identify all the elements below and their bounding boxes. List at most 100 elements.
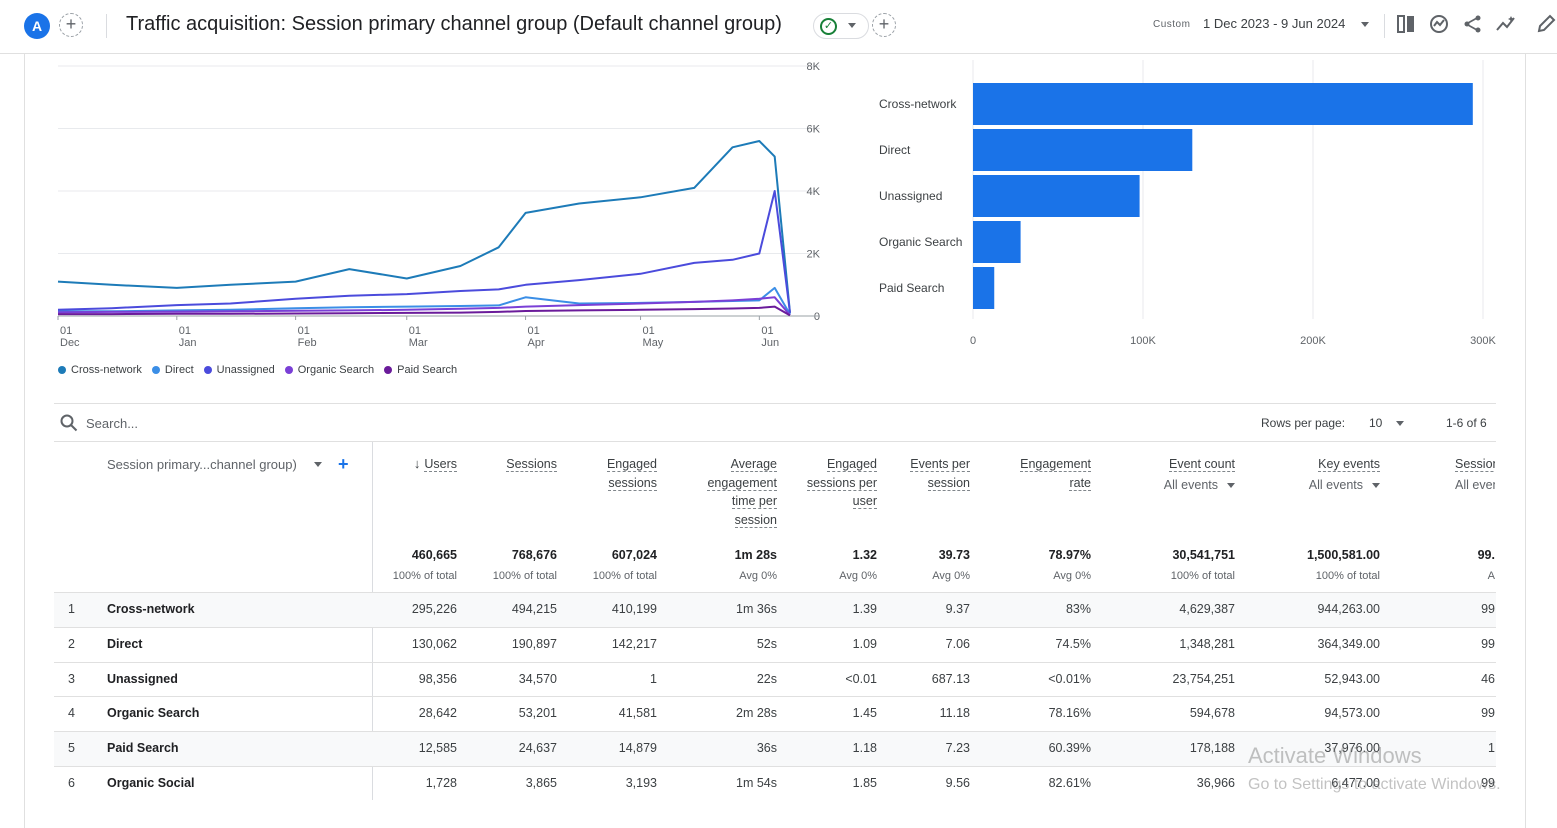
sort-arrow-icon[interactable]: ↓ [413,456,421,471]
total-subtext: 100% of total [592,570,657,582]
dimension-header[interactable]: Session primary...channel group) [107,457,297,472]
legend-item[interactable]: Paid Search [384,364,457,376]
header-divider [106,14,107,38]
table-cell: 24,637 [518,741,557,756]
column-title: Engaged sessions [606,457,657,491]
bar-paid-search[interactable] [973,267,995,309]
column-header[interactable]: Engaged sessions per user [797,455,877,511]
x-tick-month: Jan [179,337,197,349]
series-line-unassigned[interactable] [57,190,791,314]
total-subtext: Avg 0% [739,570,777,582]
date-range-picker[interactable]: 1 Dec 2023 - 9 Jun 2024 [1203,16,1346,31]
chevron-down-icon [848,23,856,28]
legend-item[interactable]: Unassigned [203,364,275,376]
total-subtext: 100% of total [492,570,557,582]
table-cell: 1m 36s [736,602,777,616]
column-header[interactable]: Engagement rate [1001,455,1091,492]
compare-icon[interactable] [1395,13,1417,35]
add-dimension-icon[interactable]: + [338,454,349,474]
table-cell: 6,477.00 [1331,776,1380,790]
add-comparison-button[interactable]: + [59,13,83,37]
y-tick-label: 0 [814,311,820,323]
bar-direct[interactable] [973,129,1193,171]
add-filter-button[interactable]: + [872,13,896,37]
column-header[interactable]: Sessions [467,455,557,474]
row-channel-name[interactable]: Paid Search [107,741,179,756]
table-cell: 1.09 [852,636,877,651]
total-value: 1m 28s [734,548,777,562]
column-metric-selector[interactable]: All events [1455,476,1495,495]
account-avatar[interactable]: A [24,13,50,39]
table-cell: 78.16% [1048,706,1091,721]
table-cell: 190,897 [511,636,557,651]
column-header[interactable]: Engaged sessions [567,455,657,492]
bar-organic-search[interactable] [973,221,1021,263]
table-cell: 3,193 [625,776,657,790]
column-subtitle: All events [1308,477,1363,492]
row-channel-name[interactable]: Direct [107,636,143,651]
row-channel-name[interactable]: Organic Search [107,706,200,721]
column-metric-selector[interactable]: All events [1125,476,1235,495]
row-number: 1 [68,602,75,616]
table-cell: 99 [1481,636,1495,651]
row-number: 5 [68,741,75,756]
edit-icon[interactable] [1535,13,1557,35]
x-tick-label: 300K [1470,335,1496,347]
bar-cross-network[interactable] [973,83,1473,125]
bar-category-label: Cross-network [879,97,957,111]
share-icon[interactable] [1462,13,1484,35]
trend-icon[interactable] [1495,13,1517,35]
table-cell: 9.37 [945,602,970,616]
report-status-dropdown[interactable]: ✓ [813,13,869,39]
x-tick-label: 100K [1130,335,1156,347]
insights-icon[interactable] [1428,13,1450,35]
row-divider [54,731,1496,733]
table-cell: 410,199 [611,602,657,616]
table-cell: 1m 54s [736,776,777,790]
rows-per-page-label: Rows per page: [1261,416,1346,430]
table-cell: 74.5% [1055,636,1091,651]
dimension-chevron-down-icon[interactable] [314,462,322,467]
legend-label: Direct [164,364,194,376]
bar-category-label: Direct [879,143,911,157]
column-header[interactable]: Session event All events [1415,455,1495,494]
x-tick-day: 01 [60,325,72,337]
header-divider-2 [1384,14,1385,38]
row-channel-name[interactable]: Cross-network [107,602,195,616]
legend-item[interactable]: Direct [151,364,194,376]
column-header[interactable]: ↓ Users [377,455,457,474]
total-value: 1,500,581.00 [1307,548,1380,562]
table-cell: 1.85 [852,776,877,790]
series-line-cross-network[interactable] [57,140,791,313]
series-line-organic-search[interactable] [57,296,791,316]
bar-unassigned[interactable] [973,175,1140,217]
column-header[interactable]: Average engagement time per session [687,455,777,529]
page-title: Traffic acquisition: Session primary cha… [126,13,782,35]
total-subtext: Avg 0% [932,570,970,582]
series-line-paid-search[interactable] [58,305,791,317]
legend-dot-icon [384,366,393,374]
table-cell: 14,879 [618,741,657,756]
date-chevron-down-icon[interactable] [1361,22,1369,27]
column-header[interactable]: Event count All events [1125,455,1235,494]
legend-item[interactable]: Cross-network [58,364,142,376]
column-header[interactable]: Events per session [910,455,970,492]
table-cell: 1,348,281 [1179,636,1235,651]
search-input[interactable] [86,413,386,433]
column-metric-selector[interactable]: All events [1260,476,1380,495]
column-header[interactable]: Key events All events [1260,455,1380,494]
row-number: 3 [68,671,75,686]
row-channel-name[interactable]: Organic Social [107,776,195,790]
table-cell: 98,356 [418,671,457,686]
column-subtitle: All events [1163,477,1218,492]
watermark-subtitle: Go to Settings to activate Windows. [1248,776,1501,793]
row-divider [54,696,1496,698]
rows-per-page-chevron-icon[interactable] [1396,421,1404,426]
legend-item[interactable]: Organic Search [284,364,374,376]
table-cell: <0.01 [845,671,877,686]
bar-category-label: Organic Search [879,235,962,249]
search-icon [60,414,78,432]
content-border-right [1525,54,1526,828]
row-channel-name[interactable]: Unassigned [107,671,178,686]
rows-per-page-select[interactable]: 10 [1369,416,1383,430]
